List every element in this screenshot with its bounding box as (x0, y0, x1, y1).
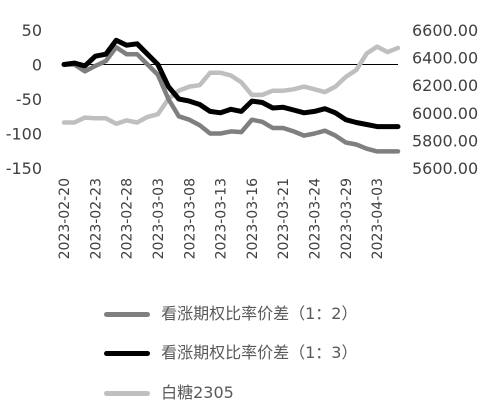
right-y-tick-label: 5600.00 (412, 159, 478, 178)
x-tick-label: 2023-03-24 (308, 178, 324, 259)
x-tick-label: 2023-03-08 (182, 178, 198, 259)
x-axis-tick-labels: 2023-02-20 2023-02-23 2023-02-28 2023-03-03… (57, 178, 386, 259)
left-y-tick-label: -100 (6, 125, 42, 144)
series-lines (61, 37, 401, 154)
right-y-tick-label: 6400.00 (412, 49, 478, 68)
right-y-axis-ticks: 6600.00 6400.00 6200.00 6000.00 5800.00 5600.… (412, 21, 478, 178)
legend-label-2: 看涨期权比率价差（1：3） (161, 343, 358, 362)
left-y-tick-label: 0 (32, 56, 42, 75)
x-tick-label: 2023-02-23 (88, 178, 104, 259)
x-tick-label: 2023-03-13 (214, 178, 230, 259)
left-y-tick-label: -150 (6, 159, 42, 178)
x-tick-label: 2023-02-28 (120, 178, 136, 259)
legend-swatch-2 (104, 351, 150, 356)
x-tick-label: 2023-04-03 (370, 178, 386, 259)
right-y-tick-label: 6000.00 (412, 104, 478, 123)
legend-item-1: 看涨期权比率价差（1：2） (104, 304, 357, 324)
right-y-tick-label: 5800.00 (412, 131, 478, 150)
series-line-1 (61, 45, 401, 154)
right-y-tick-label: 6200.00 (412, 76, 478, 95)
legend-swatch-1 (104, 312, 150, 317)
left-y-tick-label: -50 (16, 90, 42, 109)
right-y-tick-label: 6600.00 (412, 21, 478, 40)
legend-label-1: 看涨期权比率价差（1：2） (161, 304, 358, 323)
x-tick-label: 2023-03-16 (245, 178, 261, 259)
left-y-tick-label: 50 (22, 21, 42, 40)
x-tick-label: 2023-03-21 (276, 178, 292, 259)
legend-item-3: 白糖2305 (104, 383, 234, 403)
legend-label-3: 白糖2305 (161, 383, 234, 402)
series-line-2 (61, 37, 401, 130)
legend-item-2: 看涨期权比率价差（1：3） (104, 343, 357, 363)
left-y-axis-ticks: 50 0 -50 -100 -150 (6, 21, 42, 178)
legend-swatch-3 (104, 391, 150, 396)
x-tick-label: 2023-03-03 (151, 178, 167, 259)
x-tick-label: 2023-03-29 (339, 178, 355, 259)
x-tick-label: 2023-02-20 (57, 178, 73, 259)
line-chart: 50 0 -50 -100 -150 6600.00 6400.00 6200.00 6000… (6, 21, 478, 259)
series-line-3 (61, 44, 401, 127)
